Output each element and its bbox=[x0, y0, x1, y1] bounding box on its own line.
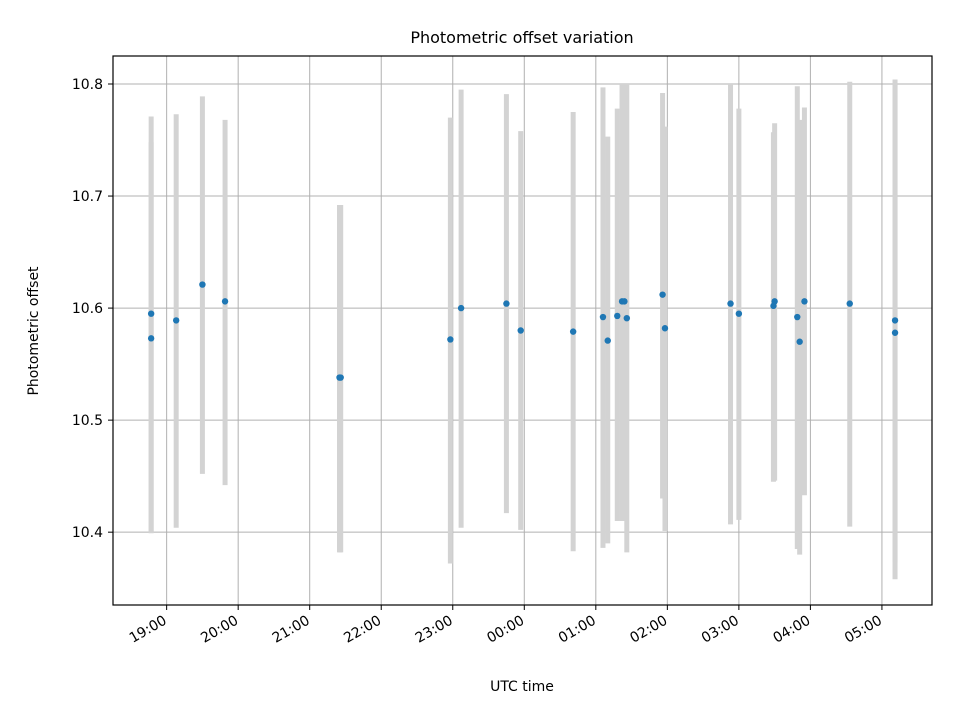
data-point bbox=[457, 304, 465, 312]
data-point bbox=[661, 325, 669, 332]
data-point bbox=[147, 335, 155, 342]
data-point bbox=[623, 314, 631, 322]
data-point bbox=[727, 300, 734, 307]
y-tick-label: 10.6 bbox=[72, 301, 103, 317]
data-point bbox=[659, 291, 666, 298]
data-point bbox=[794, 313, 801, 321]
data-point bbox=[604, 337, 611, 344]
chart-title: Photometric offset variation bbox=[410, 28, 633, 47]
data-point bbox=[569, 328, 577, 335]
data-point bbox=[503, 300, 510, 307]
data-points bbox=[147, 281, 899, 381]
data-point bbox=[891, 329, 899, 336]
data-point bbox=[771, 298, 778, 305]
data-point bbox=[447, 336, 454, 343]
data-point bbox=[735, 310, 743, 317]
data-point bbox=[846, 300, 853, 307]
data-point bbox=[221, 298, 229, 305]
data-point bbox=[621, 298, 628, 305]
x-axis-label: UTC time bbox=[490, 679, 554, 695]
data-point bbox=[796, 338, 803, 345]
y-tick-label: 10.7 bbox=[72, 189, 103, 205]
data-point bbox=[599, 313, 607, 321]
plot-frame bbox=[112, 55, 933, 606]
data-point bbox=[891, 317, 899, 324]
y-tick-label: 10.4 bbox=[72, 525, 103, 541]
y-tick-label: 10.8 bbox=[72, 77, 103, 93]
data-point bbox=[614, 312, 621, 320]
data-point bbox=[199, 281, 206, 288]
data-point bbox=[337, 374, 344, 381]
y-tick-label: 10.5 bbox=[72, 413, 103, 429]
data-point bbox=[172, 317, 180, 324]
data-point bbox=[517, 327, 524, 334]
y-axis-label: Photometric offset bbox=[26, 266, 42, 396]
y-axis-ticks: 10.4 10.5 10.6 10.7 10.8 bbox=[72, 77, 113, 541]
data-point bbox=[801, 298, 808, 305]
data-point bbox=[147, 310, 155, 317]
